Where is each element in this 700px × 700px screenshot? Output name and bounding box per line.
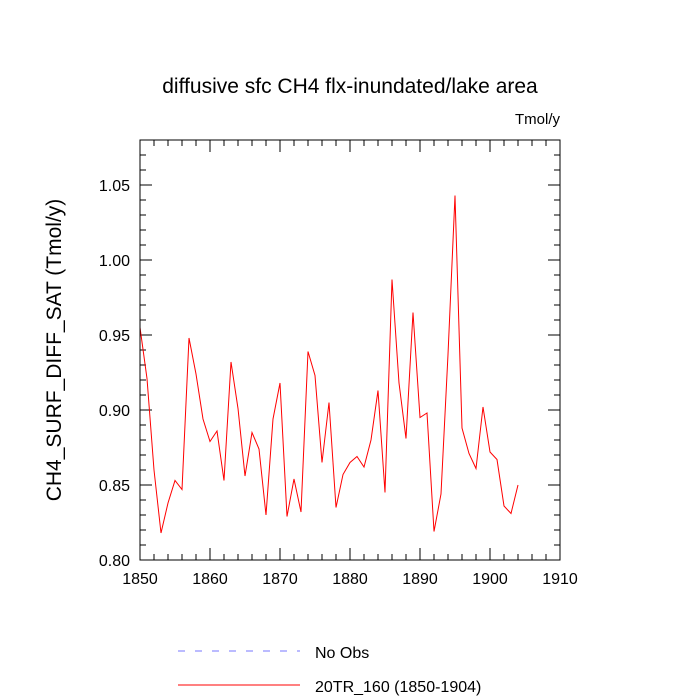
- x-tick-label: 1850: [122, 571, 158, 588]
- legend-label-no-obs: No Obs: [315, 645, 369, 662]
- axis-tick-labels: 1850 1860 1870 1880 1890 1900 1910 0.80 0.85 0.90…: [99, 178, 578, 588]
- x-tick-label: 1870: [262, 571, 298, 588]
- y-tick-label: 0.95: [99, 328, 130, 345]
- y-tick-label: 1.00: [99, 253, 130, 270]
- y-tick-label: 0.90: [99, 403, 130, 420]
- x-tick-label: 1910: [542, 571, 578, 588]
- legend-label-20tr-160: 20TR_160 (1850-1904): [315, 679, 481, 696]
- axis-ticks: [139, 140, 561, 561]
- plot-frame: [139, 139, 561, 561]
- chart-title: diffusive sfc CH4 flx-inundated/lake are…: [162, 75, 538, 98]
- x-tick-label: 1900: [472, 571, 508, 588]
- y-tick-label: 0.85: [99, 478, 130, 495]
- legend: No Obs 20TR_160 (1850-1904): [178, 645, 481, 696]
- series-line-20tr-160: [139, 195, 519, 534]
- y-axis-label: CH4_SURF_DIFF_SAT (Tmol/y): [43, 199, 66, 502]
- units-label: Tmol/y: [515, 111, 561, 128]
- y-tick-label: 0.80: [99, 553, 130, 570]
- x-tick-label: 1880: [332, 571, 368, 588]
- data-series: [139, 195, 519, 534]
- x-tick-label: 1860: [192, 571, 228, 588]
- x-tick-label: 1890: [402, 571, 438, 588]
- y-tick-label: 1.05: [99, 178, 130, 195]
